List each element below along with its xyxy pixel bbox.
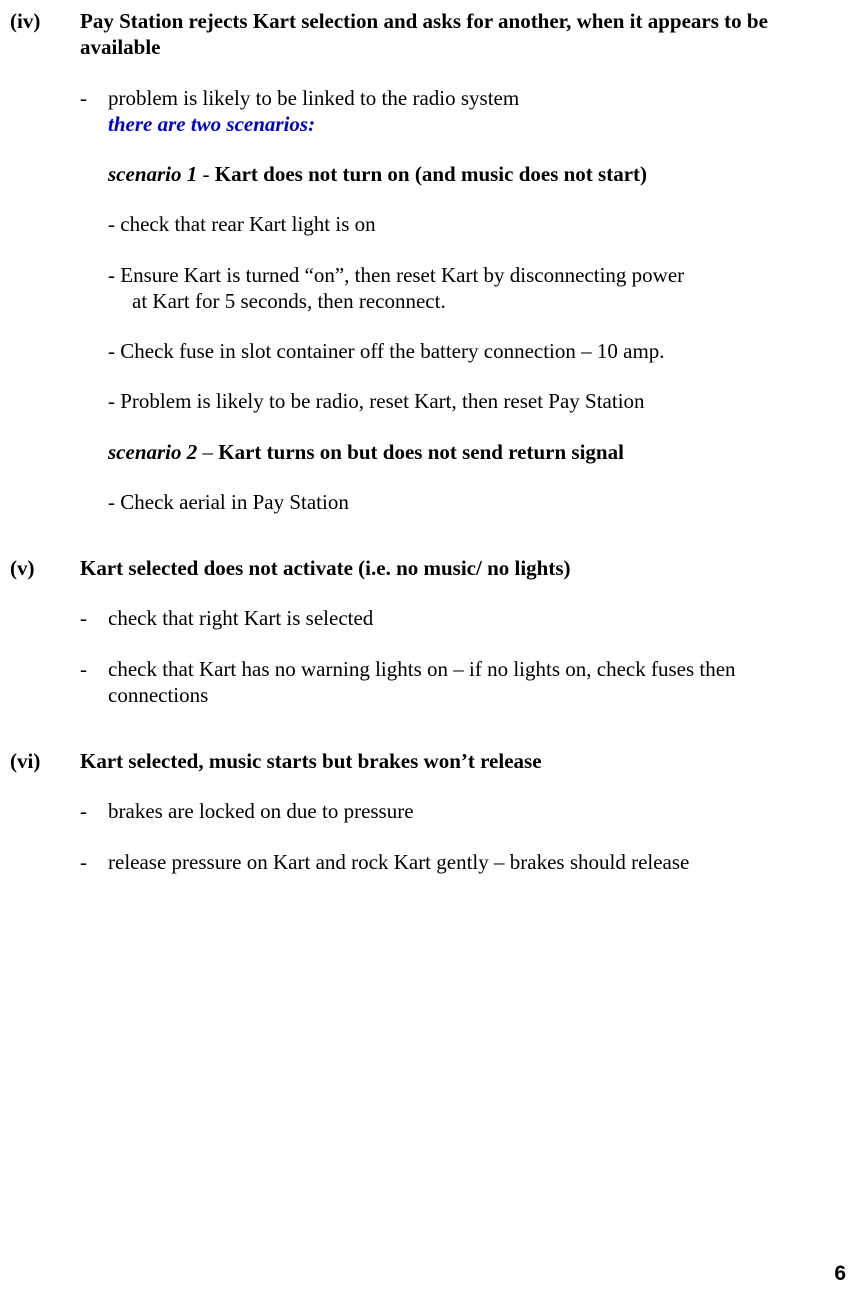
document-page: (iv) Pay Station rejects Kart selection … [0, 0, 861, 1297]
section-v-item-text: check that right Kart is selected [108, 605, 841, 631]
scenario-1-item: - check that rear Kart light is on [108, 211, 841, 237]
section-iv-lead-note: there are two scenarios: [108, 111, 841, 137]
scenario-1-item: - Check fuse in slot container off the b… [108, 338, 841, 364]
section-v-numeral: (v) [10, 555, 80, 581]
section-iv-lead-body: problem is likely to be linked to the ra… [108, 85, 841, 138]
section-vi-item: - release pressure on Kart and rock Kart… [80, 849, 841, 875]
section-vi-title: Kart selected, music starts but brakes w… [80, 748, 841, 774]
section-v-item: - check that Kart has no warning lights … [80, 656, 841, 709]
section-vi-body: Kart selected, music starts but brakes w… [80, 748, 841, 875]
scenario-1-heading: scenario 1 - Kart does not turn on (and … [108, 161, 841, 187]
section-iv-body: Pay Station rejects Kart selection and a… [80, 8, 841, 515]
scenario-1-label: scenario 1 [108, 162, 197, 186]
section-vi-item-text: release pressure on Kart and rock Kart g… [108, 849, 841, 875]
section-vi: (vi) Kart selected, music starts but bra… [10, 748, 841, 875]
scenario-1-item: - Ensure Kart is turned “on”, then reset… [108, 262, 841, 288]
dash-icon: - [80, 849, 108, 875]
section-v-item-text: check that Kart has no warning lights on… [108, 656, 841, 709]
section-iv-numeral: (iv) [10, 8, 80, 34]
scenario-2-title: Kart turns on but does not send return s… [218, 440, 624, 464]
dash-icon: - [80, 656, 108, 682]
dash-icon: - [80, 85, 108, 111]
section-iv: (iv) Pay Station rejects Kart selection … [10, 8, 841, 515]
section-v: (v) Kart selected does not activate (i.e… [10, 555, 841, 708]
section-iv-title: Pay Station rejects Kart selection and a… [80, 8, 841, 61]
page-number: 6 [834, 1261, 845, 1287]
section-iv-lead: - problem is likely to be linked to the … [80, 85, 841, 138]
section-vi-numeral: (vi) [10, 748, 80, 774]
scenario-2-label: scenario 2 [108, 440, 197, 464]
section-iv-lead-text: problem is likely to be linked to the ra… [108, 85, 841, 111]
scenario-sep: – [197, 440, 218, 464]
scenario-2-item: - Check aerial in Pay Station [108, 489, 841, 515]
section-v-title: Kart selected does not activate (i.e. no… [80, 555, 841, 581]
section-v-item: - check that right Kart is selected [80, 605, 841, 631]
section-v-body: Kart selected does not activate (i.e. no… [80, 555, 841, 708]
scenario-sep: - [197, 162, 215, 186]
scenario-1-item-cont: at Kart for 5 seconds, then reconnect. [108, 288, 841, 314]
section-vi-item-text: brakes are locked on due to pressure [108, 798, 841, 824]
scenario-1-item: - Problem is likely to be radio, reset K… [108, 388, 841, 414]
scenario-1-title: Kart does not turn on (and music does no… [215, 162, 647, 186]
scenario-2-heading: scenario 2 – Kart turns on but does not … [108, 439, 841, 465]
section-vi-item: - brakes are locked on due to pressure [80, 798, 841, 824]
dash-icon: - [80, 605, 108, 631]
dash-icon: - [80, 798, 108, 824]
